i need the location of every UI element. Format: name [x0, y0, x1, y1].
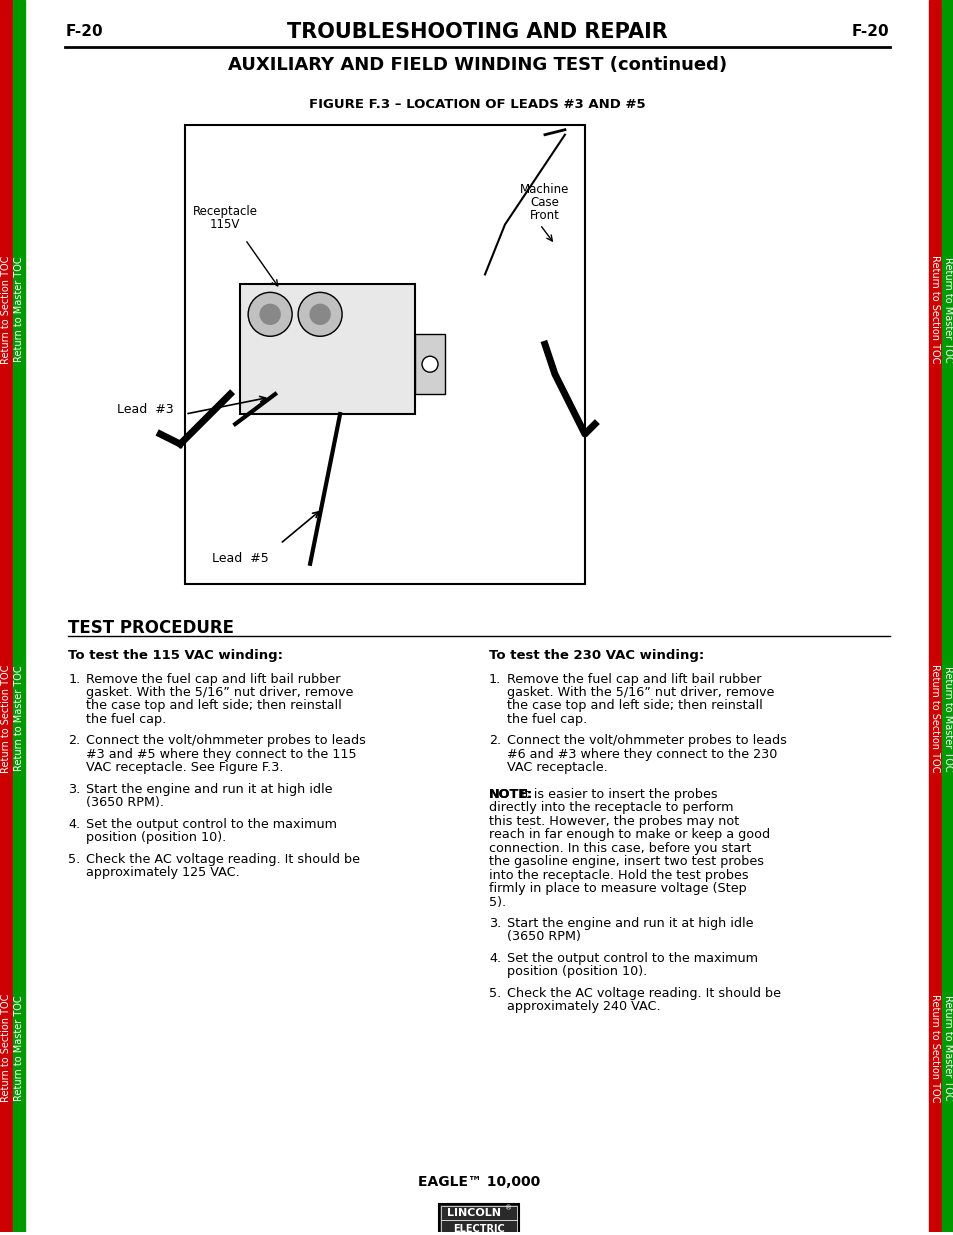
Text: EAGLE™ 10,000: EAGLE™ 10,000 [417, 1176, 539, 1189]
Text: Connect the volt/ohmmeter probes to leads: Connect the volt/ohmmeter probes to lead… [506, 735, 786, 747]
Text: Check the AC voltage reading. It should be: Check the AC voltage reading. It should … [506, 987, 781, 1000]
Text: NOTE:: NOTE: [489, 788, 533, 800]
Text: 5.: 5. [489, 987, 500, 1000]
Text: Front: Front [530, 209, 559, 222]
Text: Return to Section TOC: Return to Section TOC [1, 993, 11, 1102]
Text: 4.: 4. [489, 952, 500, 965]
Text: Return to Section TOC: Return to Section TOC [928, 664, 939, 773]
Text: Return to Master TOC: Return to Master TOC [14, 257, 25, 362]
Circle shape [421, 356, 437, 372]
Text: ®: ® [505, 1205, 512, 1212]
Text: F-20: F-20 [65, 25, 103, 40]
Text: 5).: 5). [489, 895, 506, 909]
Text: Return to Master TOC: Return to Master TOC [942, 666, 952, 771]
Text: Return to Section TOC: Return to Section TOC [928, 256, 939, 363]
Text: Remove the fuel cap and lift bail rubber: Remove the fuel cap and lift bail rubber [86, 673, 340, 685]
Text: To test the 230 VAC winding:: To test the 230 VAC winding: [489, 648, 703, 662]
Bar [440, 1207, 517, 1220]
Text: approximately 125 VAC.: approximately 125 VAC. [86, 866, 240, 879]
Bar [438, 1204, 518, 1235]
Text: VAC receptacle. See Figure F.3.: VAC receptacle. See Figure F.3. [86, 761, 283, 774]
Text: Check the AC voltage reading. It should be: Check the AC voltage reading. It should … [86, 852, 360, 866]
Text: AUXILIARY AND FIELD WINDING TEST (continued): AUXILIARY AND FIELD WINDING TEST (contin… [228, 56, 726, 74]
Text: VAC receptacle.: VAC receptacle. [506, 761, 607, 774]
Text: TROUBLESHOOTING AND REPAIR: TROUBLESHOOTING AND REPAIR [287, 22, 667, 42]
Bar [440, 1220, 517, 1234]
Text: 3.: 3. [69, 783, 80, 795]
Text: Return to Section TOC: Return to Section TOC [1, 664, 11, 773]
Text: 115V: 115V [210, 219, 240, 231]
Text: Lead  #3: Lead #3 [117, 403, 173, 416]
Text: 2.: 2. [69, 735, 80, 747]
Text: 5.: 5. [69, 852, 80, 866]
Circle shape [260, 304, 280, 325]
Circle shape [248, 293, 292, 336]
Text: directly into the receptacle to perform: directly into the receptacle to perform [489, 802, 733, 814]
Text: Return to Master TOC: Return to Master TOC [14, 666, 25, 771]
Text: Return to Master TOC: Return to Master TOC [942, 995, 952, 1100]
Text: 4.: 4. [69, 818, 80, 831]
Bar [0, 0, 12, 1233]
Text: #3 and #5 where they connect to the 115: #3 and #5 where they connect to the 115 [86, 748, 356, 761]
Bar [941, 0, 953, 1233]
Text: the fuel cap.: the fuel cap. [506, 713, 587, 726]
Text: the case top and left side; then reinstall: the case top and left side; then reinsta… [86, 699, 342, 713]
Text: TEST PROCEDURE: TEST PROCEDURE [69, 619, 234, 637]
Text: the fuel cap.: the fuel cap. [86, 713, 167, 726]
Text: 1.: 1. [69, 673, 80, 685]
Bar [415, 335, 444, 394]
Text: (3650 RPM): (3650 RPM) [506, 930, 580, 944]
Text: gasket. With the 5/16” nut driver, remove: gasket. With the 5/16” nut driver, remov… [506, 685, 774, 699]
Circle shape [310, 304, 330, 325]
Text: connection. In this case, before you start: connection. In this case, before you sta… [489, 842, 751, 855]
Text: position (position 10).: position (position 10). [86, 831, 226, 845]
Text: Connect the volt/ohmmeter probes to leads: Connect the volt/ohmmeter probes to lead… [86, 735, 366, 747]
Text: reach in far enough to make or keep a good: reach in far enough to make or keep a go… [489, 829, 769, 841]
Text: 3.: 3. [489, 918, 500, 930]
Text: gasket. With the 5/16” nut driver, remove: gasket. With the 5/16” nut driver, remov… [86, 685, 354, 699]
Text: this test. However, the probes may not: this test. However, the probes may not [489, 815, 739, 827]
Text: Return to Master TOC: Return to Master TOC [14, 995, 25, 1100]
Text: Set the output control to the maximum: Set the output control to the maximum [86, 818, 337, 831]
Text: Machine: Machine [519, 183, 569, 196]
Text: LINCOLN: LINCOLN [447, 1208, 500, 1219]
Text: into the receptacle. Hold the test probes: into the receptacle. Hold the test probe… [489, 868, 748, 882]
Text: Start the engine and run it at high idle: Start the engine and run it at high idle [506, 918, 753, 930]
Text: Lead  #5: Lead #5 [212, 552, 268, 566]
Text: NOTE:: NOTE: [489, 788, 533, 800]
Text: 2.: 2. [489, 735, 500, 747]
Text: Return to Master TOC: Return to Master TOC [942, 257, 952, 362]
Text: (3650 RPM).: (3650 RPM). [86, 797, 164, 809]
Text: firmly in place to measure voltage (Step: firmly in place to measure voltage (Step [489, 882, 746, 895]
Text: To test the 115 VAC winding:: To test the 115 VAC winding: [69, 648, 283, 662]
Text: Return to Section TOC: Return to Section TOC [1, 256, 11, 363]
Bar [240, 284, 415, 414]
Circle shape [298, 293, 342, 336]
Text: Start the engine and run it at high idle: Start the engine and run it at high idle [86, 783, 333, 795]
Text: Case: Case [530, 196, 558, 209]
Bar [13, 0, 26, 1233]
Text: Set the output control to the maximum: Set the output control to the maximum [506, 952, 758, 965]
Text: It is easier to insert the probes: It is easier to insert the probes [517, 788, 717, 800]
Text: Return to Section TOC: Return to Section TOC [928, 993, 939, 1102]
Text: Receptacle: Receptacle [193, 205, 257, 219]
Text: F-20: F-20 [851, 25, 889, 40]
Text: ELECTRIC: ELECTRIC [453, 1224, 504, 1234]
Text: the case top and left side; then reinstall: the case top and left side; then reinsta… [506, 699, 762, 713]
Bar [185, 125, 584, 584]
Text: FIGURE F.3 – LOCATION OF LEADS #3 AND #5: FIGURE F.3 – LOCATION OF LEADS #3 AND #5 [309, 99, 645, 111]
Bar [927, 0, 940, 1233]
Text: 1.: 1. [489, 673, 500, 685]
Text: the gasoline engine, insert two test probes: the gasoline engine, insert two test pro… [489, 855, 763, 868]
Text: Remove the fuel cap and lift bail rubber: Remove the fuel cap and lift bail rubber [506, 673, 760, 685]
Text: #6 and #3 where they connect to the 230: #6 and #3 where they connect to the 230 [506, 748, 777, 761]
Text: approximately 240 VAC.: approximately 240 VAC. [506, 1000, 659, 1013]
Text: position (position 10).: position (position 10). [506, 966, 646, 978]
